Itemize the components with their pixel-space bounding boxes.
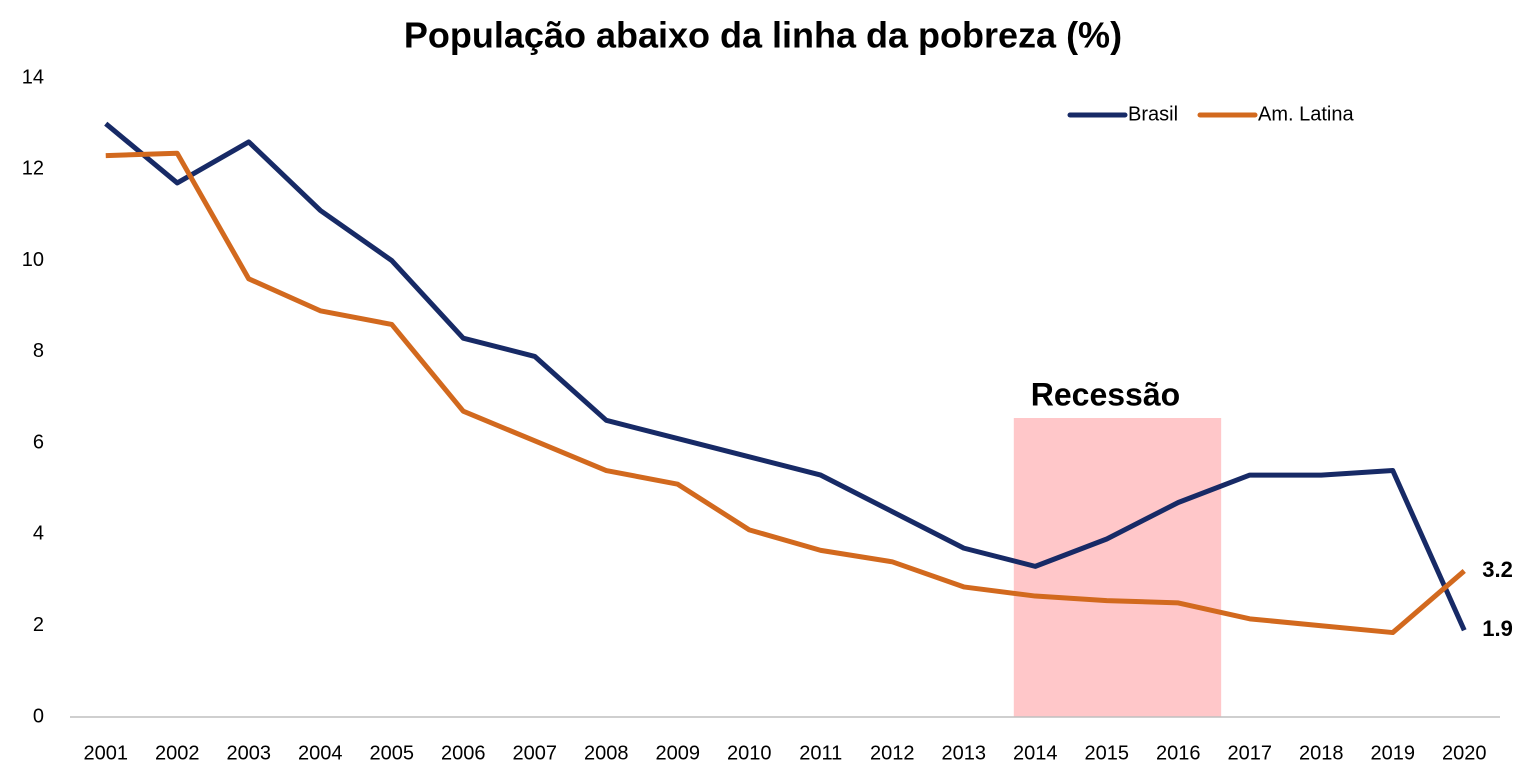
y-tick-label: 12 bbox=[22, 158, 44, 180]
x-tick-label: 2013 bbox=[942, 742, 987, 764]
x-tick-label: 2003 bbox=[227, 742, 272, 764]
x-tick-label: 2001 bbox=[84, 742, 129, 764]
x-tick-label: 2016 bbox=[1156, 742, 1201, 764]
x-tick-label: 2015 bbox=[1085, 742, 1130, 764]
y-tick-label: 0 bbox=[33, 705, 44, 727]
series-line bbox=[104, 121, 1467, 632]
y-tick-label: 8 bbox=[33, 340, 44, 362]
y-tick-label: 6 bbox=[33, 431, 44, 453]
x-tick-label: 2017 bbox=[1228, 742, 1273, 764]
x-tick-label: 2010 bbox=[727, 742, 772, 764]
x-tick-label: 2006 bbox=[441, 742, 486, 764]
end-label: 1.9 bbox=[1482, 616, 1513, 641]
x-tick-label: 2005 bbox=[370, 742, 415, 764]
x-tick-label: 2012 bbox=[870, 742, 915, 764]
y-tick-label: 10 bbox=[22, 249, 44, 271]
x-tick-label: 2019 bbox=[1371, 742, 1416, 764]
region-label: Recessão bbox=[1031, 376, 1180, 412]
x-tick-label: 2002 bbox=[155, 742, 200, 764]
legend-label: Brasil bbox=[1128, 103, 1178, 125]
x-tick-label: 2004 bbox=[298, 742, 343, 764]
x-tick-label: 2018 bbox=[1299, 742, 1344, 764]
chart-title: População abaixo da linha da pobreza (%) bbox=[404, 15, 1122, 56]
y-tick-label: 4 bbox=[33, 523, 44, 545]
x-tick-label: 2020 bbox=[1442, 742, 1487, 764]
y-tick-label: 14 bbox=[22, 66, 44, 88]
x-tick-label: 2011 bbox=[799, 742, 842, 764]
x-tick-label: 2009 bbox=[656, 742, 701, 764]
x-tick-label: 2014 bbox=[1013, 742, 1058, 764]
x-tick-label: 2008 bbox=[584, 742, 629, 764]
legend-label: Am. Latina bbox=[1258, 103, 1354, 125]
x-tick-label: 2007 bbox=[513, 742, 558, 764]
end-label: 3.2 bbox=[1482, 557, 1513, 582]
y-tick-label: 2 bbox=[33, 614, 44, 636]
shaded-region bbox=[1013, 418, 1222, 717]
series-line bbox=[105, 150, 1466, 636]
